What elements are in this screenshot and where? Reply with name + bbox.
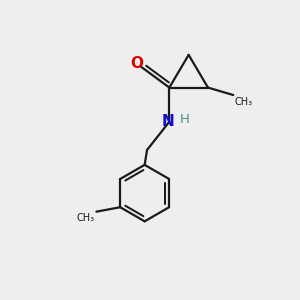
Text: N: N (161, 114, 174, 129)
Text: CH₃: CH₃ (235, 98, 253, 107)
Text: H: H (180, 113, 190, 127)
Text: CH₃: CH₃ (76, 213, 94, 223)
Text: O: O (130, 56, 143, 71)
